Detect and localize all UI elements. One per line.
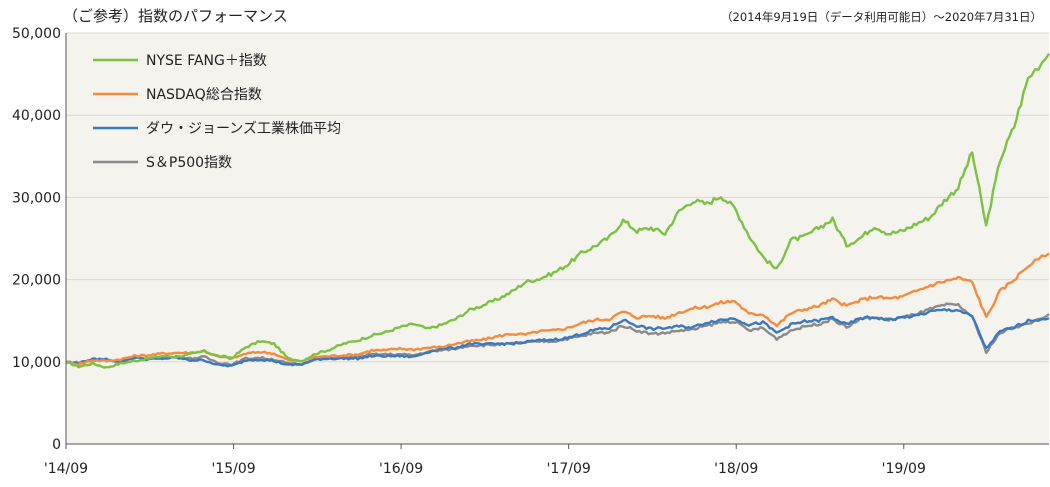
y-tick-label: 40,000 — [12, 108, 61, 124]
plot-area — [66, 33, 1049, 444]
series-lines — [65, 52, 1050, 369]
x-tick-label: '18/09 — [714, 461, 758, 477]
x-tick-label: '17/09 — [547, 461, 591, 477]
y-axis-ticks: 0 10,000 20,000 30,000 40,000 50,000 — [12, 26, 61, 453]
x-tick-label: '14/09 — [44, 461, 88, 477]
y-tick-label: 20,000 — [12, 273, 61, 289]
legend-label: NASDAQ総合指数 — [146, 87, 262, 103]
legend-label: NYSE FANG＋指数 — [146, 53, 267, 69]
legend-label: ダウ・ジョーンズ工業株価平均 — [146, 121, 341, 137]
y-tick-label: 50,000 — [12, 26, 61, 42]
x-tick-label: '15/09 — [211, 461, 255, 477]
chart-subtitle: （2014年9月19日（データ利用可能日）～2020年7月31日） — [721, 10, 1042, 24]
y-tick-label: 0 — [52, 437, 61, 453]
legend-label: S＆P500指数 — [146, 155, 232, 171]
x-tick-label: '16/09 — [379, 461, 423, 477]
x-tick-label: '19/09 — [882, 461, 926, 477]
chart-title: （ご参考）指数のパフォーマンス — [63, 7, 288, 25]
x-axis-ticks: '14/09 '15/09 '16/09 '17/09 '18/09 '19/09 — [44, 444, 926, 477]
y-tick-label: 10,000 — [12, 355, 61, 371]
y-tick-label: 30,000 — [12, 190, 61, 206]
gridlines — [66, 32, 1049, 363]
series-line-2 — [65, 307, 1050, 368]
series-line-0 — [65, 52, 1050, 369]
